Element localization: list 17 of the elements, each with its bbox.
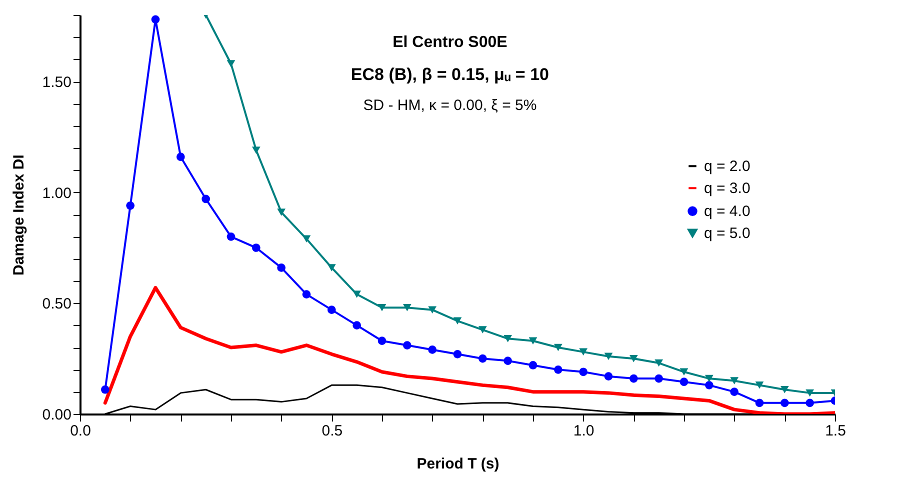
x-axis-title: Period T (s) bbox=[416, 456, 500, 472]
y-tick-label: 0.50 bbox=[42, 296, 72, 313]
text: El Centro S00E bbox=[392, 34, 508, 51]
x-tick-label: 0.0 bbox=[70, 422, 91, 440]
x-tick-label: 0.5 bbox=[322, 422, 343, 440]
annotation: SD - HM, κ = 0.00, ξ = 5% bbox=[363, 97, 537, 114]
x-tick-label: 1.5 bbox=[825, 422, 846, 440]
y-axis-title: Damage Index DI bbox=[10, 154, 28, 276]
text: EC8 (B), β = 0.15, μᵤ = 10 bbox=[350, 65, 549, 84]
legend-label: q = 2.0 bbox=[704, 158, 750, 176]
y-tick-label: 0.00 bbox=[42, 406, 72, 424]
legend-label: q = 5.0 bbox=[704, 225, 750, 242]
y-tick-label: 1.00 bbox=[42, 184, 72, 202]
x-tick-label: 1.0 bbox=[573, 422, 594, 440]
legend-label: q = 3.0 bbox=[704, 180, 750, 198]
legend-label: q = 4.0 bbox=[704, 203, 750, 220]
y-tick-label: 1.50 bbox=[42, 74, 72, 91]
